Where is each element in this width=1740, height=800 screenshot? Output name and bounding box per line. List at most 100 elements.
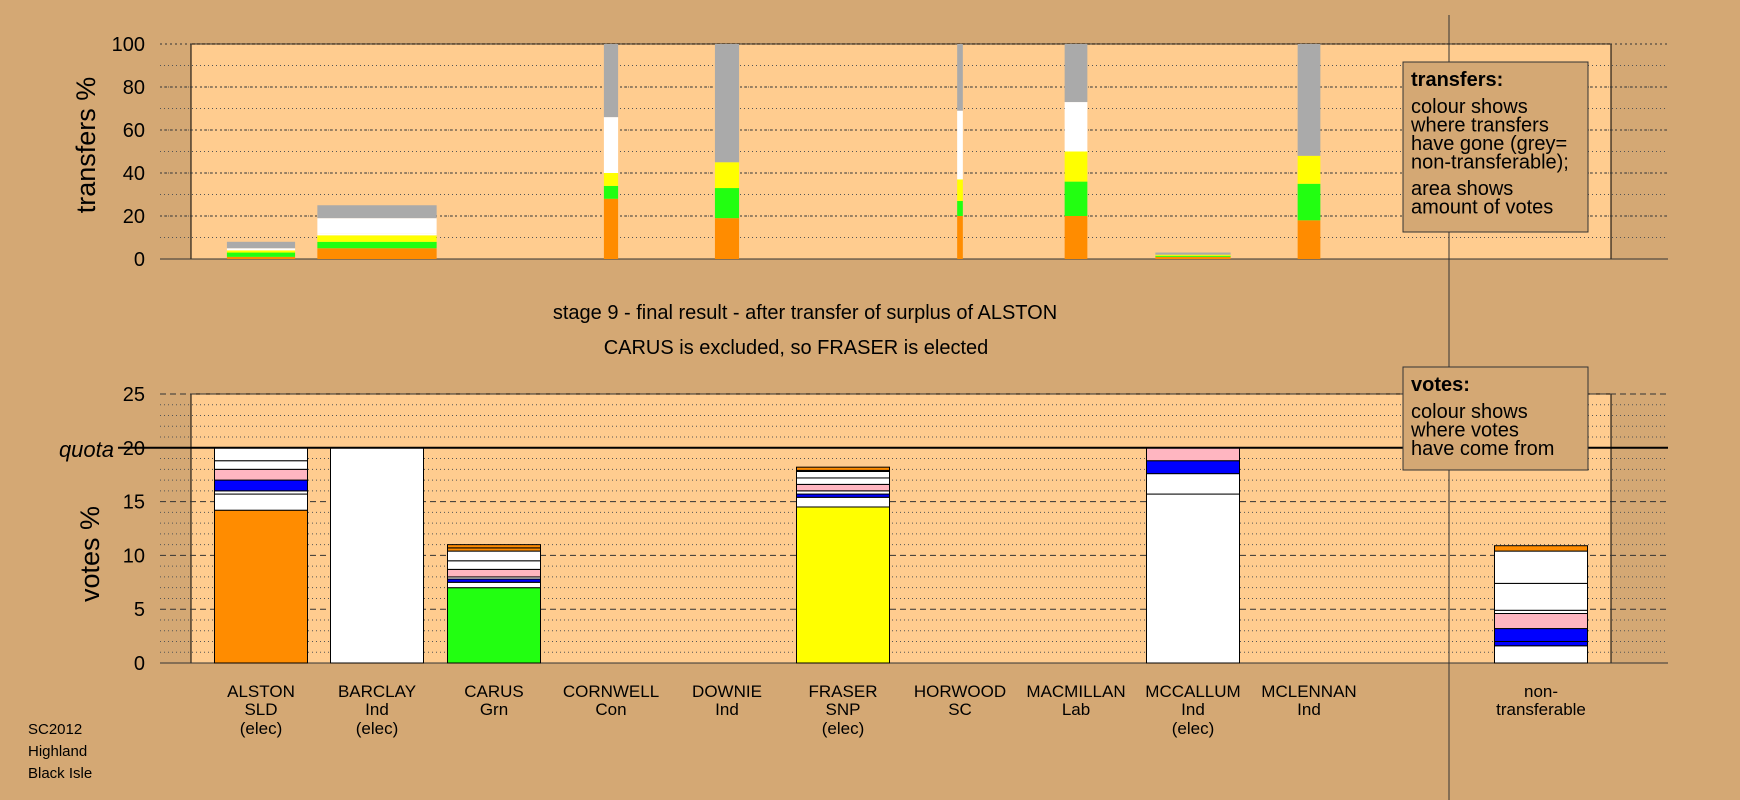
transfers-legend-line: amount of votes: [1411, 197, 1553, 219]
transfer-bar-segment: [226, 252, 296, 257]
candidate-party: Grn: [480, 700, 508, 719]
candidate-party: Ind: [1181, 700, 1205, 719]
vote-bar-segment: [1494, 645, 1588, 664]
votes-legend-line: colour shows: [1411, 401, 1528, 423]
vote-bar-segment: [447, 568, 541, 578]
transfer-bar-segment: [317, 235, 437, 242]
transfer-bar-segment: [957, 179, 963, 201]
transfer-bar-segment: [603, 198, 619, 259]
candidate-name: MACMILLAN: [1026, 682, 1125, 701]
transfers-tick-label: 0: [134, 249, 145, 271]
transfers-legend-box: [1402, 61, 1589, 233]
transfers-tick-label: 60: [123, 120, 145, 142]
vote-bar-segment: [447, 544, 541, 549]
quota-label: quota: [59, 437, 114, 462]
transfer-bar-segment: [317, 218, 437, 234]
candidate-note: (elec): [356, 719, 399, 738]
vote-bar-segment: [214, 447, 308, 462]
transfer-bar-segment: [1155, 255, 1231, 257]
vote-bar-segment: [796, 477, 890, 485]
transfer-bar-segment: [714, 218, 740, 259]
candidate-party: SC: [948, 700, 972, 719]
vote-bar-segment: [447, 550, 541, 562]
transfer-bar-segment: [1297, 44, 1321, 156]
vote-bar-segment: [330, 447, 424, 664]
transfer-bar-segment: [1064, 44, 1088, 103]
transfer-bar-segment: [714, 162, 740, 189]
transfer-bar-segment: [226, 256, 296, 259]
stage-subtitle: CARUS is excluded, so FRASER is elected: [604, 337, 989, 359]
transfer-bar-segment: [603, 173, 619, 186]
transfers-tick-label: 100: [112, 34, 145, 56]
candidate-party: Ind: [1297, 700, 1321, 719]
transfer-bar-segment: [1155, 252, 1231, 255]
transfer-bar-segment: [1155, 254, 1231, 256]
votes-tick-label: 25: [123, 384, 145, 406]
candidate-note: (elec): [822, 719, 865, 738]
transfer-bar-segment: [603, 117, 619, 173]
transfer-bar-segment: [714, 188, 740, 219]
transfer-bar-segment: [317, 233, 437, 236]
candidate-party: SNP: [826, 700, 861, 719]
candidate-party: transferable: [1496, 700, 1586, 719]
candidate-name: FRASER: [809, 682, 878, 701]
vote-bar-segment: [1146, 473, 1240, 495]
transfer-bar-segment: [957, 44, 963, 111]
transfer-bar-segment: [603, 44, 619, 118]
stage-title: stage 9 - final result - after transfer …: [553, 302, 1057, 324]
transfer-bar-segment: [1297, 183, 1321, 221]
transfer-bar-segment: [603, 185, 619, 199]
votes-tick-label: 0: [134, 653, 145, 675]
transfer-bar-segment: [1155, 256, 1231, 259]
vote-bar-segment: [447, 587, 541, 664]
transfer-bar-segment: [1297, 220, 1321, 259]
transfers-legend-line: colour shows: [1411, 96, 1528, 118]
vote-bar-segment: [1494, 550, 1588, 584]
votes-tick-label: 5: [134, 599, 145, 621]
votes-legend-line: have come from: [1411, 438, 1554, 460]
transfers-tick-label: 40: [123, 163, 145, 185]
vote-bar-segment: [1494, 628, 1588, 642]
candidate-name: ALSTON: [227, 682, 295, 701]
candidate-name: MCLENNAN: [1261, 682, 1356, 701]
candidate-name: BARCLAY: [338, 682, 416, 701]
votes-legend-box: [1402, 366, 1589, 471]
transfer-bar-segment: [957, 216, 963, 259]
transfers-legend-title: transfers:: [1411, 69, 1503, 91]
transfers-legend-line: area shows: [1411, 178, 1513, 200]
footer-line-2: Highland: [28, 743, 87, 760]
vote-bar-segment: [1494, 613, 1588, 630]
transfers-axis-label: transfers %: [71, 77, 101, 214]
vote-bar-segment: [447, 581, 541, 589]
votes-plot-area: [190, 393, 1612, 664]
vote-bar-segment: [214, 479, 308, 492]
vote-bar-segment: [1146, 447, 1240, 462]
vote-bar-segment: [796, 483, 890, 492]
vote-bar-segment: [1146, 460, 1240, 475]
votes-legend-title: votes:: [1411, 374, 1470, 396]
candidate-note: (elec): [1172, 719, 1215, 738]
votes-legend-line: where votes: [1410, 420, 1519, 442]
candidate-party: SLD: [244, 700, 277, 719]
candidate-name: CARUS: [464, 682, 524, 701]
transfer-bar-segment: [226, 248, 296, 251]
vote-bar-segment: [796, 496, 890, 508]
transfer-bar-segment: [1064, 102, 1088, 152]
transfer-bar-segment: [226, 241, 296, 249]
vote-bar-segment: [1146, 493, 1240, 664]
vote-bar-segment: [447, 560, 541, 570]
votes-axis-label: votes %: [75, 506, 105, 602]
candidate-party: Lab: [1062, 700, 1090, 719]
transfers-legend-line: where transfers: [1410, 115, 1549, 137]
candidate-name: non-: [1524, 682, 1558, 701]
transfers-legend-line: non-transferable);: [1411, 152, 1569, 174]
transfers-tick-label: 20: [123, 206, 145, 228]
vote-bar-segment: [1494, 640, 1588, 647]
candidate-party: Con: [595, 700, 626, 719]
vote-bar-segment: [214, 468, 308, 481]
vote-bar-segment: [796, 466, 890, 471]
candidate-name: CORNWELL: [563, 682, 659, 701]
vote-bar-segment: [214, 460, 308, 470]
transfer-bar-segment: [1297, 155, 1321, 184]
